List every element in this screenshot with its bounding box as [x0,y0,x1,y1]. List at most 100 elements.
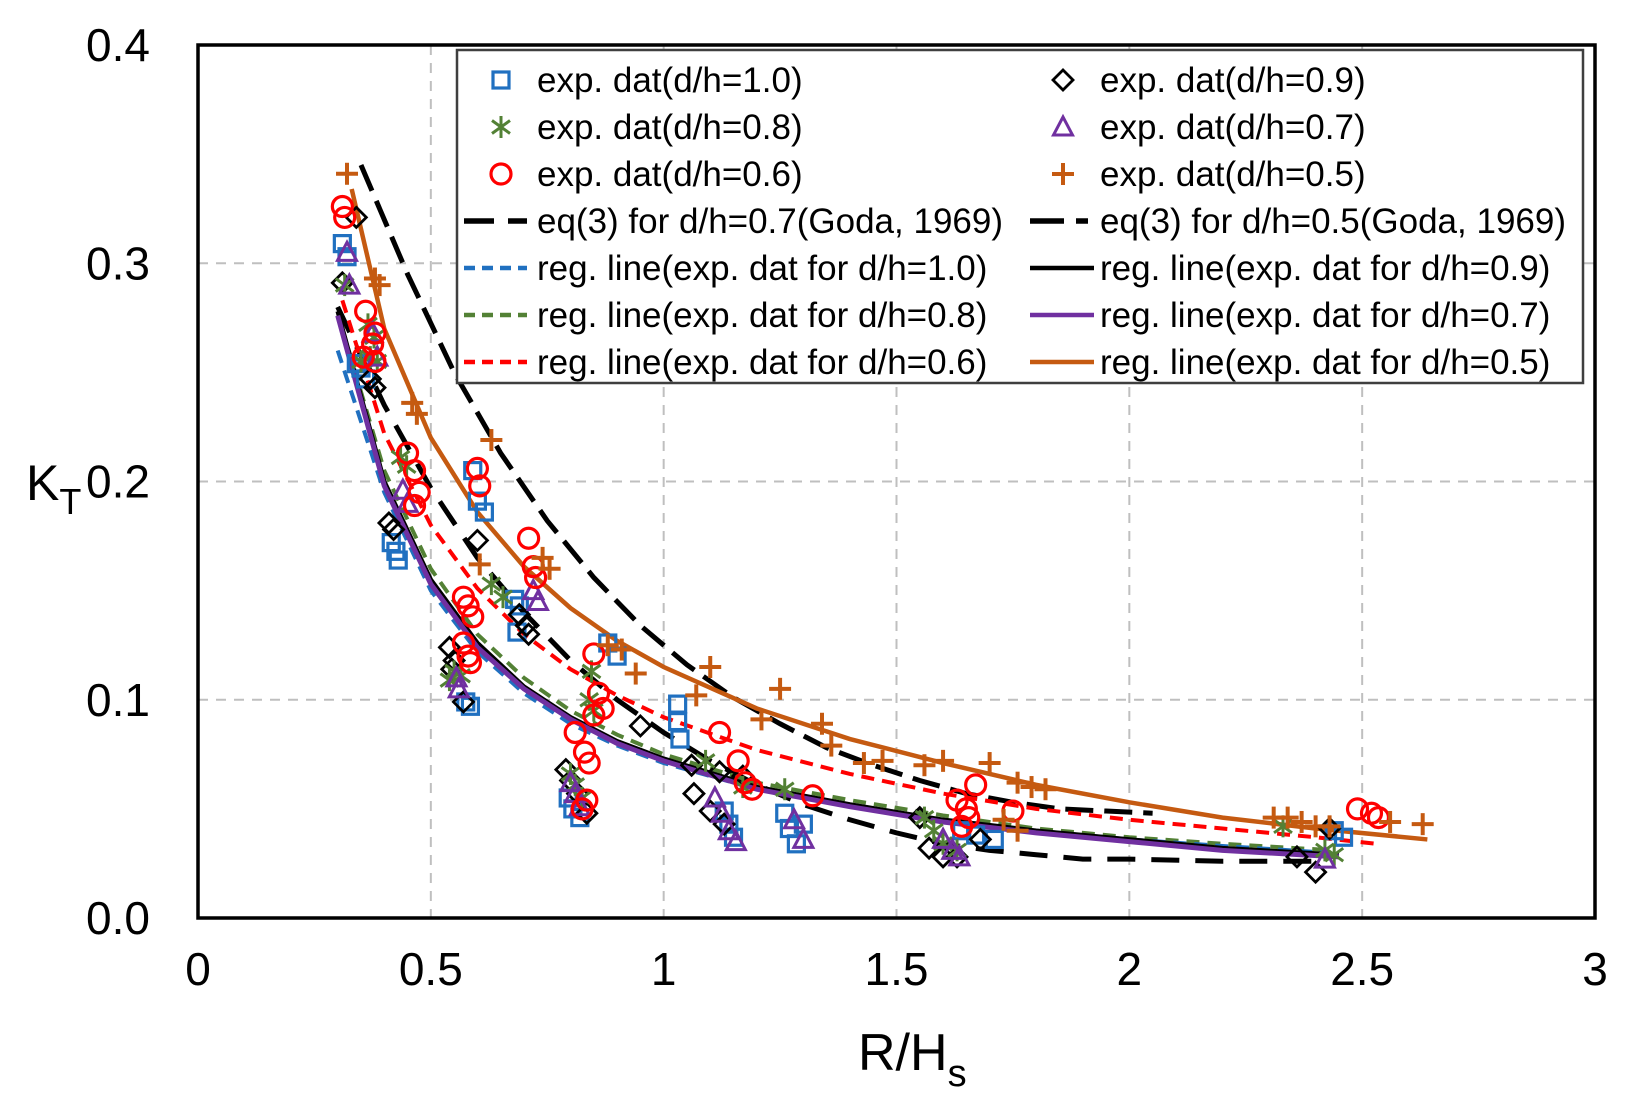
marker-circle [402,458,427,483]
marker-circle [517,526,541,550]
marker-circle [402,493,427,518]
y-tick-label: 0.1 [86,674,150,726]
marker-asterisk [695,749,716,772]
marker-circle [465,456,489,481]
marker-diamond [358,366,383,391]
marker-plus [401,391,424,414]
marker-diamond [681,781,706,806]
marker-circle [570,797,594,821]
marker-triangle [1312,845,1337,869]
legend-swatch-triangle-icon [1051,113,1075,137]
marker-circle [407,480,431,505]
marker-asterisk [774,778,795,801]
marker-plus [978,752,1001,775]
marker-square [491,70,511,90]
marker-diamond [707,759,732,784]
marker-square [388,550,408,570]
legend-swatch-circle-icon [489,162,513,186]
marker-triangle [702,784,727,808]
marker-triangle [782,806,807,830]
y-tick-label: 0.2 [86,456,150,508]
marker-triangle [390,477,415,500]
legend-swatch-plus-icon [1052,163,1074,185]
marker-square [668,694,688,714]
marker-plus [368,274,391,297]
marker-plus [852,752,875,775]
marker-circle [726,749,750,773]
marker-circle [363,349,387,374]
marker-circle [456,594,480,618]
marker-circle [563,720,587,745]
marker-circle [451,631,476,655]
marker-square [984,829,1004,850]
marker-diamond [465,528,490,553]
marker-triangle [446,675,471,699]
marker-diamond [381,517,406,542]
legend-label: reg. line(exp. dat for d/h=0.5) [1100,343,1550,382]
x-tick-label: 1 [651,943,677,995]
marker-diamond [1303,860,1328,885]
marker-triangle [525,588,550,612]
line-reg-dh-0.8 [340,328,1335,853]
legend-label: reg. line(exp. dat for d/h=0.9) [1100,249,1550,288]
legend-item: eq(3) for d/h=0.5(Goda, 1969) [1030,202,1566,241]
marker-plus [610,638,633,661]
marker-diamond [628,713,653,738]
marker-diamond [679,753,704,778]
line-series [335,164,1428,864]
marker-plus [871,749,894,772]
marker-circle [801,784,825,808]
marker-asterisk [481,573,502,596]
legend-swatch-square-icon [491,70,511,90]
legend-item: exp. dat(d/h=0.8) [491,108,803,147]
marker-triangle [716,817,741,841]
marker-plus [336,162,359,185]
marker-circle [707,720,732,745]
marker-diamond [968,827,993,852]
line-goda-dh-0.7 [335,305,1316,864]
legend-label: reg. line(exp. dat for d/h=0.6) [537,343,987,382]
marker-plus [1052,163,1074,185]
marker-triangle [567,793,592,817]
marker-plus [1290,810,1313,833]
axis-ticks: 0 0.5 1 1.5 2 2.5 3 0.0 0.1 0.2 0.3 0.4 [86,19,1608,995]
marker-diamond [451,689,476,714]
marker-plus [468,553,491,576]
legend-item: exp. dat(d/h=0.9) [1051,61,1366,100]
marker-triangle [360,319,385,343]
marker-circle [964,773,988,797]
legend-label: exp. dat(d/h=0.7) [1100,108,1366,147]
marker-triangle [791,826,816,849]
y-tick-label: 0.4 [86,19,150,71]
marker-triangle [931,826,956,849]
legend-item: reg. line(exp. dat for d/h=1.0) [464,249,987,288]
marker-plus [1006,819,1029,842]
marker-plus [1318,815,1341,838]
marker-square [509,596,529,616]
marker-circle [458,651,483,675]
marker-plus [538,557,561,580]
marker-plus [932,749,955,772]
marker-diamond [437,635,462,660]
line-reg-dh-0.7 [335,314,1340,860]
marker-diamond [698,799,723,824]
legend-item: exp. dat(d/h=0.6) [489,155,803,194]
marker-triangle [337,271,362,295]
marker-diamond [514,613,539,638]
marker-plus [913,754,936,777]
y-tick-label: 0.3 [86,237,150,289]
marker-circle [577,751,601,775]
marker-plus [1006,771,1029,794]
marker-plus [1379,810,1402,833]
marker-asterisk [493,586,513,609]
marker-plus [1411,813,1434,836]
legend-item: exp. dat(d/h=1.0) [491,61,803,100]
y-tick-label: 0.0 [86,892,150,944]
marker-plus [750,708,773,731]
line-reg-dh-0.5 [349,188,1428,842]
marker-plus [820,734,843,757]
marker-circle [733,771,757,795]
scatter-exp-dh-0.5 [336,162,1434,842]
legend-item: exp. dat(d/h=0.5) [1052,155,1366,194]
